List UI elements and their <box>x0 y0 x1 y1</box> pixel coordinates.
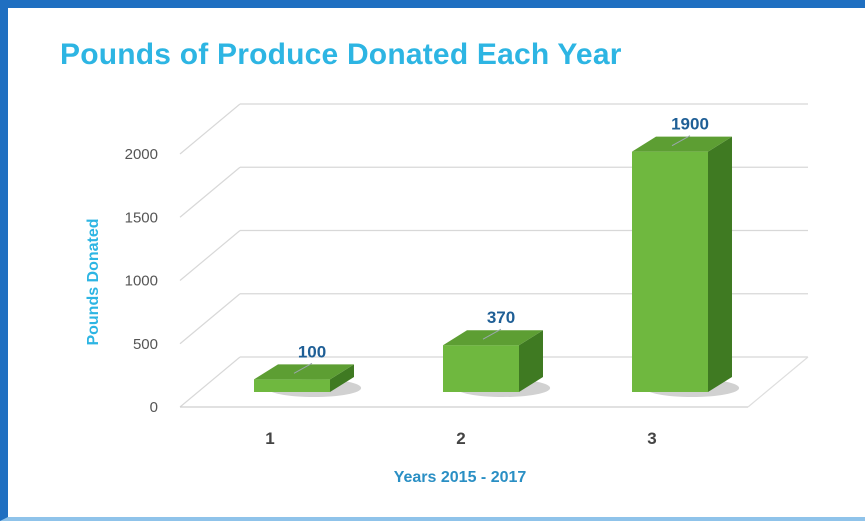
bar <box>632 136 740 397</box>
floor-side-edge <box>747 356 809 408</box>
bar <box>443 330 551 397</box>
data-label: 370 <box>487 308 515 327</box>
x-tick-label: 3 <box>647 429 656 448</box>
x-tick-label: 1 <box>265 429 274 448</box>
y-tick-label: 500 <box>133 336 158 353</box>
data-labels: 100 370 1900 <box>293 115 709 374</box>
y-tick-label: 0 <box>150 399 158 416</box>
chart-title: Pounds of Produce Donated Each Year <box>60 38 622 71</box>
y-axis-ticks: 0 500 1000 1500 2000 <box>125 146 158 416</box>
data-label: 100 <box>298 342 326 361</box>
data-label-leader <box>671 135 691 147</box>
x-axis-ticks: 1 2 3 <box>265 429 656 448</box>
y-tick-label: 1000 <box>125 273 158 290</box>
data-label: 1900 <box>671 115 709 134</box>
y-axis-title: Pounds Donated <box>85 218 102 345</box>
bar <box>254 364 362 397</box>
data-label-leader <box>482 328 502 340</box>
x-axis-title: Years 2015 - 2017 <box>394 469 527 486</box>
y-tick-label: 1500 <box>125 209 158 226</box>
data-label-leader <box>293 362 313 374</box>
x-tick-label: 2 <box>456 429 465 448</box>
gridline <box>179 103 808 155</box>
bars <box>254 136 740 397</box>
y-tick-label: 2000 <box>125 146 158 163</box>
